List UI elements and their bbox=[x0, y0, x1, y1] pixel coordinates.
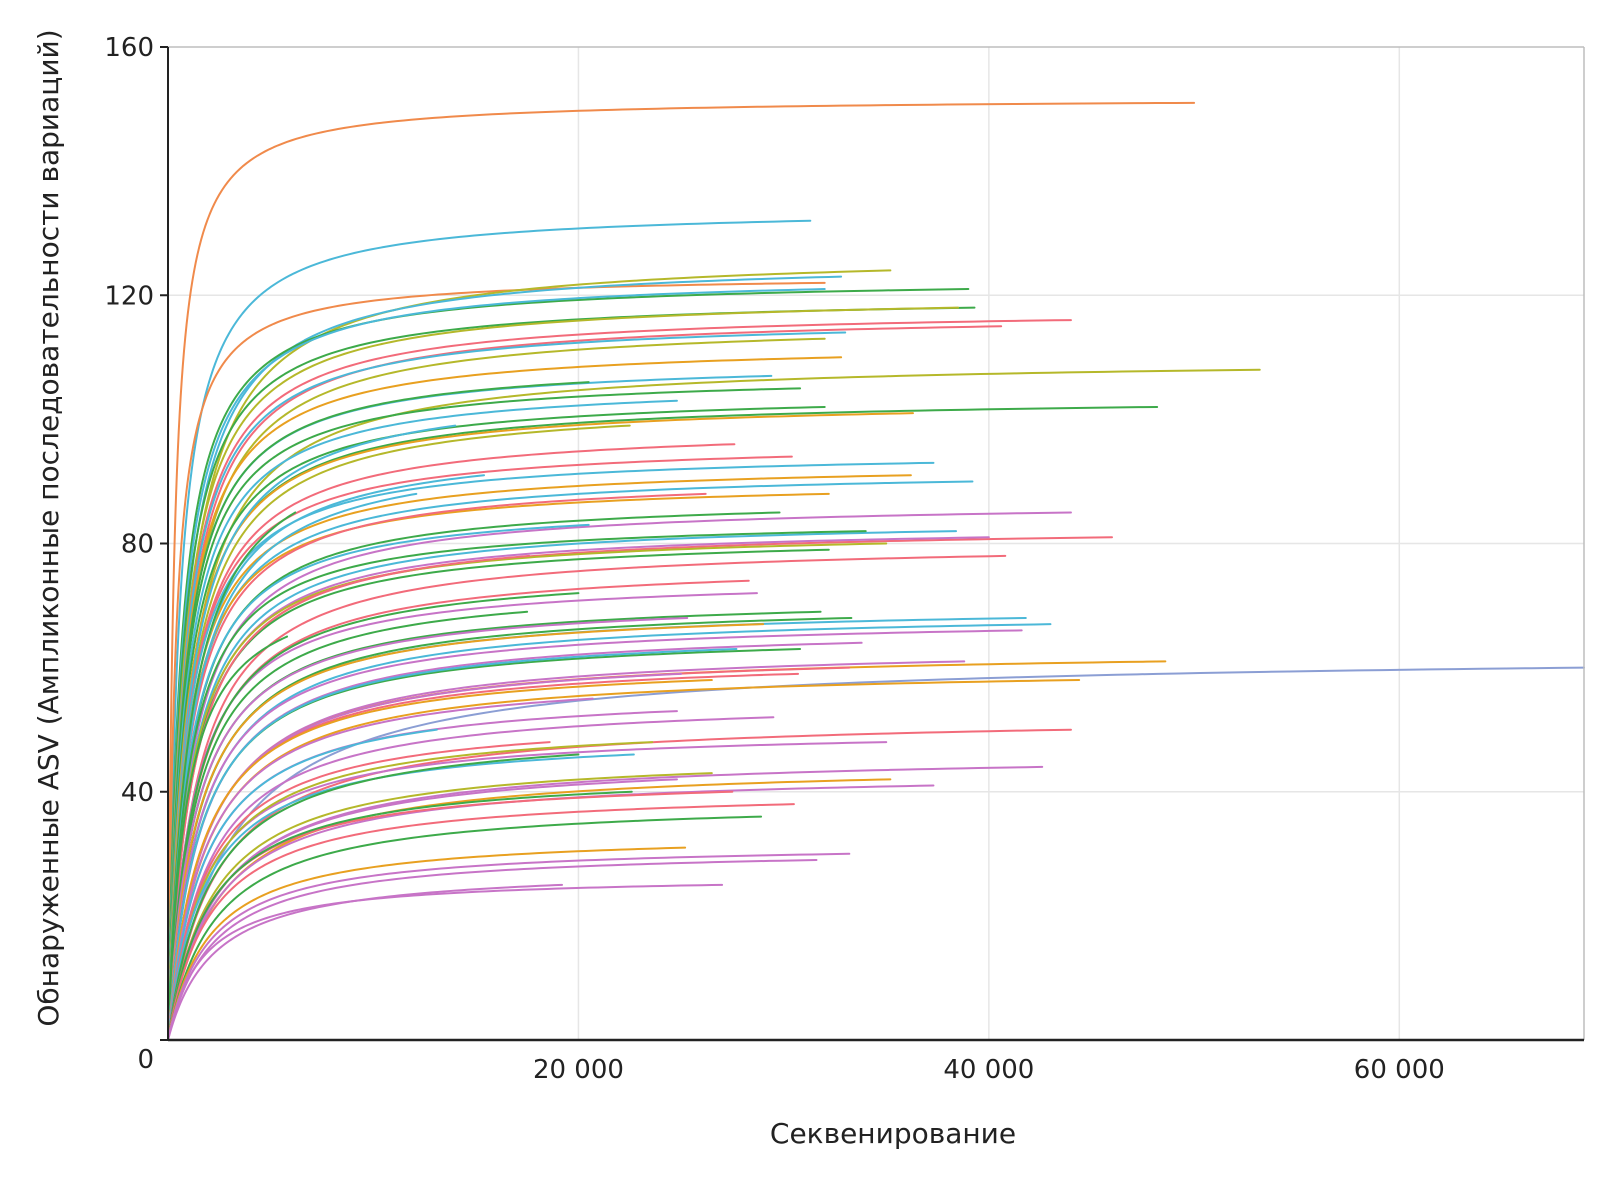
series-line-53 bbox=[167, 623, 1052, 1041]
x-tick-label-2: 60 000 bbox=[1354, 1055, 1445, 1085]
series-line-14 bbox=[167, 368, 1261, 1041]
series-line-86 bbox=[167, 815, 763, 1041]
series-line-20 bbox=[167, 405, 826, 1041]
x-axis-label: Секвенирование bbox=[770, 1117, 1016, 1150]
y-tick-label-2: 80 bbox=[121, 530, 154, 560]
series-line-57 bbox=[167, 641, 863, 1041]
tick-labels: 0 40 80 120 160 20 000 40 000 60 000 bbox=[104, 33, 1444, 1085]
series-group bbox=[167, 101, 1585, 1041]
series-line-18 bbox=[167, 399, 678, 1041]
series-line-80 bbox=[167, 778, 892, 1041]
series-line-17 bbox=[167, 387, 802, 1041]
y-tick-label-3: 120 bbox=[104, 281, 154, 311]
y-tick-label-4: 160 bbox=[104, 33, 154, 63]
series-line-89 bbox=[167, 859, 818, 1041]
series-line-4 bbox=[167, 275, 843, 1041]
x-tick-label-1: 40 000 bbox=[943, 1055, 1034, 1085]
series-line-60 bbox=[167, 660, 966, 1041]
y-axis-label: Обнаруженные ASV (Ампликонные последоват… bbox=[32, 29, 65, 1026]
series-line-29 bbox=[167, 480, 974, 1041]
series-line-2 bbox=[167, 281, 826, 1041]
series-line-91 bbox=[167, 883, 564, 1041]
series-line-61 bbox=[167, 660, 1167, 1041]
axes bbox=[167, 46, 1585, 1042]
series-line-21 bbox=[167, 412, 914, 1041]
y-tick-label-1: 40 bbox=[121, 778, 154, 808]
series-line-0 bbox=[167, 101, 1196, 1041]
x-tick-label-0: 20 000 bbox=[533, 1055, 624, 1085]
series-line-74 bbox=[167, 741, 654, 1041]
series-line-78 bbox=[167, 765, 1044, 1041]
series-line-85 bbox=[167, 803, 795, 1041]
y-tick-label-0: 0 bbox=[137, 1045, 154, 1075]
series-line-88 bbox=[167, 852, 851, 1041]
